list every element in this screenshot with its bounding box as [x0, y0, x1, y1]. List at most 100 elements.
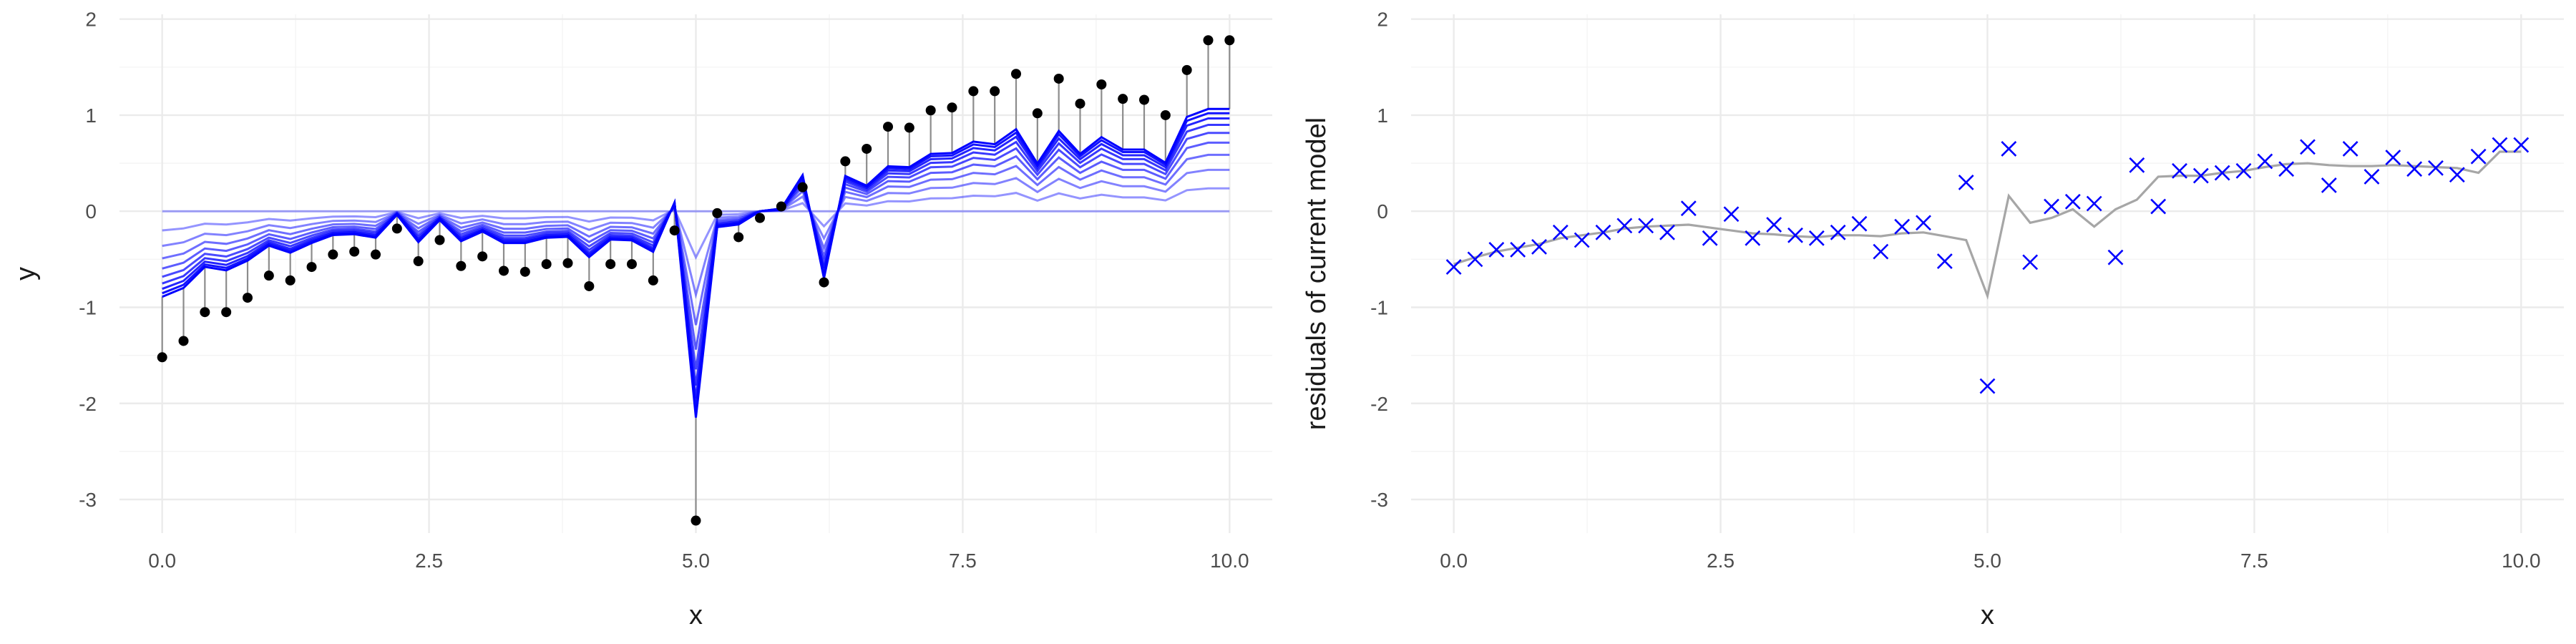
residual-marker [1510, 242, 1526, 258]
residual-marker-stroke [1467, 251, 1483, 268]
residual-marker-stroke [2044, 198, 2059, 215]
data-point [243, 293, 253, 303]
data-point [840, 156, 851, 167]
residual-marker [2001, 141, 2017, 157]
left-panel: 0.0 2.5 5.0 7.5 10.0 -3 -2 -1 0 1 2 x y [11, 9, 1272, 630]
residual-marker-stroke [2001, 141, 2017, 157]
residual-marker [1958, 175, 1974, 190]
residual-marker-stroke [1958, 175, 1974, 190]
residual-marker [1808, 230, 1825, 246]
residual-marker-stroke [2385, 150, 2401, 165]
data-point [178, 336, 189, 346]
y-tick-label: 2 [85, 9, 97, 31]
data-point [434, 235, 445, 245]
residual-marker-stroke [2428, 160, 2444, 176]
data-point [904, 122, 914, 133]
y-tick-label: 1 [85, 104, 97, 127]
residual-marker [2192, 167, 2209, 184]
residual-marker-stroke [2492, 137, 2508, 153]
data-point [1118, 94, 1128, 104]
data-point [755, 213, 765, 223]
data-point [797, 182, 808, 192]
residual-marker-stroke [1979, 378, 1996, 394]
data-point [1181, 64, 1192, 75]
residual-marker-stroke [2022, 254, 2039, 270]
x-tick-label: 5.0 [682, 550, 710, 572]
boosting-iteration-line [162, 168, 1230, 299]
data-point [371, 249, 381, 260]
data-point [477, 251, 488, 262]
data-point [1224, 35, 1235, 46]
residual-marker [2449, 167, 2465, 183]
data-point [648, 275, 658, 286]
residual-marker-stroke [2406, 161, 2423, 177]
boosting-iteration-line [162, 107, 1230, 418]
residual-marker [1894, 218, 1911, 235]
residual-marker-stroke [1531, 238, 1547, 255]
data-point [200, 307, 210, 318]
boosting-iteration-line [162, 124, 1230, 386]
residual-marker [2385, 150, 2401, 165]
residual-marker-stroke [1445, 259, 1462, 275]
data-point [157, 352, 167, 363]
y-tick-label: -3 [1370, 489, 1388, 511]
data-point [499, 265, 509, 276]
x-tick-label: 10.0 [2502, 550, 2541, 572]
residual-marker [1787, 227, 1803, 243]
residual-marker-stroke [1723, 206, 1740, 223]
residual-marker [1979, 378, 1996, 394]
residual-marker-stroke [2107, 249, 2124, 265]
residual-marker-stroke [2342, 141, 2358, 157]
data-point [1203, 35, 1214, 46]
x-tick-label: 0.0 [1440, 550, 1468, 572]
residual-marker-stroke [1766, 217, 1782, 233]
residual-marker-stroke [1894, 218, 1911, 235]
residual-marker [2492, 137, 2508, 153]
y-tick-label: -3 [79, 489, 97, 511]
residual-marker-stroke [1808, 230, 1825, 246]
residual-marker-stroke [1702, 230, 1718, 246]
data-point [221, 307, 232, 318]
residual-marker-stroke [1638, 218, 1654, 234]
residual-marker [2470, 148, 2487, 165]
residual-marker [2257, 153, 2273, 170]
x-tick-label: 5.0 [1974, 550, 2001, 572]
residual-marker [2086, 195, 2102, 212]
data-point [776, 201, 786, 212]
residual-marker [2342, 141, 2358, 157]
residual-marker-stroke [1936, 253, 1953, 269]
residual-marker [2022, 254, 2039, 270]
residual-marker [2300, 139, 2316, 155]
data-point [819, 277, 829, 288]
data-point [584, 280, 595, 291]
data-point [349, 246, 360, 257]
residual-marker-stroke [1488, 242, 1505, 258]
residual-marker-stroke [1787, 227, 1803, 243]
residual-marker [1488, 242, 1505, 258]
x-tick-label: 10.0 [1210, 550, 1249, 572]
boosting-iteration-line [162, 141, 1230, 350]
residual-marker-stroke [2513, 137, 2529, 153]
residual-marker [1659, 224, 1675, 240]
x-tick-label: 2.5 [415, 550, 443, 572]
residual-marker [1723, 206, 1740, 223]
residual-marker [2172, 162, 2187, 179]
boosting-iteration-line [162, 153, 1230, 326]
y-tick-label: -1 [1370, 296, 1388, 318]
residual-marker [2129, 157, 2145, 173]
data-point [285, 275, 296, 286]
data-point [263, 270, 274, 281]
residual-marker [2235, 162, 2252, 179]
data-point [328, 249, 338, 260]
residual-marker [1445, 259, 1462, 275]
data-point [883, 122, 893, 132]
y-tick-label: 0 [85, 200, 97, 223]
residual-marker [1595, 224, 1611, 240]
y-tick-label: 2 [1377, 9, 1388, 31]
x-axis-title: x [689, 600, 703, 630]
y-tick-label: -1 [79, 296, 97, 318]
residual-marker [1851, 215, 1868, 232]
residual-marker [2214, 165, 2230, 181]
residual-marker-stroke [1916, 215, 1931, 231]
